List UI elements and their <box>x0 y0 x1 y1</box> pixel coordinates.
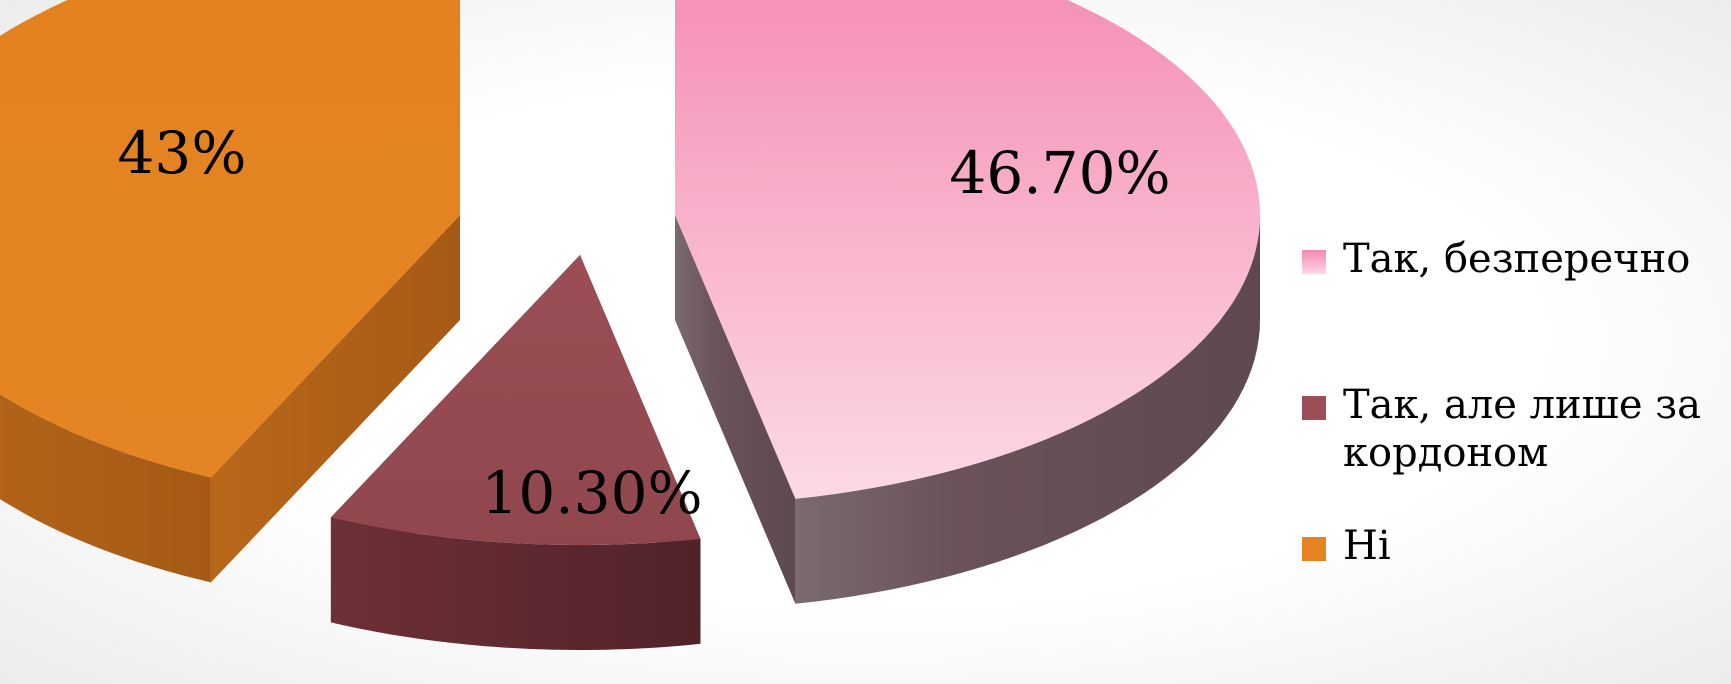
pie-slice-top <box>330 255 701 545</box>
data-label-2: 10.30% <box>481 459 702 527</box>
legend-label: Так, але лише за <box>1343 382 1701 428</box>
pie-slice-wall <box>675 215 796 604</box>
pie-slice-2 <box>330 255 701 650</box>
legend-label: кордоном <box>1343 430 1548 476</box>
pie-slice-3 <box>0 0 460 583</box>
pie-slice-top <box>675 0 1260 499</box>
legend-swatch <box>1302 537 1326 561</box>
legend-label: Ні <box>1343 523 1391 569</box>
data-label-3: 43% <box>118 119 247 187</box>
legend-swatch <box>1302 396 1326 420</box>
data-label-1: 46.70% <box>949 139 1170 207</box>
legend-item-3: Ні <box>1302 523 1391 569</box>
legend-item-1: Так, безперечно <box>1302 236 1690 282</box>
pie-slice-rim <box>330 517 701 650</box>
legend-swatch <box>1302 250 1326 274</box>
pie-slice-top <box>0 0 460 478</box>
legend-label: Так, безперечно <box>1343 236 1690 282</box>
pie-slice-rim <box>795 215 1260 604</box>
pie-slice-rim <box>0 394 211 583</box>
pie-slice-1 <box>675 0 1260 604</box>
pie-slice-wall <box>210 215 460 583</box>
